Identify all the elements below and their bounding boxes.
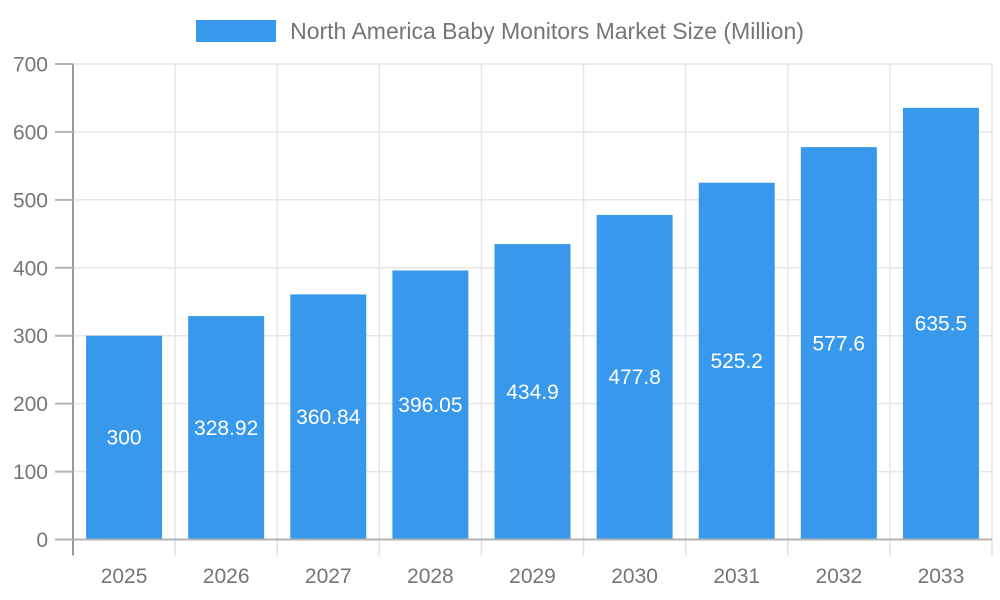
bar-value-label: 635.5 (915, 313, 968, 336)
legend-label: North America Baby Monitors Market Size … (290, 17, 804, 44)
y-axis-label: 700 (13, 54, 48, 77)
bar-2025[interactable] (86, 335, 163, 540)
bar-2027[interactable] (290, 294, 367, 540)
bar-value-label: 577.6 (813, 332, 866, 355)
x-axis-label: 2033 (918, 565, 965, 588)
bar-value-label: 300 (107, 427, 142, 450)
bar-2028[interactable] (392, 270, 469, 540)
x-axis-label: 2026 (203, 565, 250, 588)
y-axis-label: 0 (36, 529, 48, 552)
bar-2032[interactable] (800, 147, 877, 540)
bar-value-label: 396.05 (398, 394, 462, 417)
x-axis-label: 2030 (611, 565, 658, 588)
legend-item[interactable]: North America Baby Monitors Market Size … (0, 14, 1000, 48)
x-axis-label: 2028 (407, 565, 454, 588)
y-axis-label: 100 (13, 461, 48, 484)
bar-value-label: 525.2 (710, 350, 763, 373)
bar-value-label: 477.8 (608, 366, 661, 389)
bar-2026[interactable] (188, 316, 265, 540)
y-axis-label: 400 (13, 257, 48, 280)
x-axis-label: 2025 (101, 565, 148, 588)
bar-value-label: 328.92 (194, 417, 258, 440)
y-axis-label: 200 (13, 393, 48, 416)
y-axis-label: 500 (13, 189, 48, 212)
x-axis-label: 2029 (509, 565, 556, 588)
bar-2030[interactable] (596, 214, 673, 540)
legend-swatch (196, 20, 277, 42)
bar-2031[interactable] (698, 182, 775, 540)
x-axis-label: 2032 (815, 565, 862, 588)
bar-value-label: 434.9 (506, 381, 559, 404)
bar-2029[interactable] (494, 244, 571, 540)
y-axis-label: 600 (13, 121, 48, 144)
x-axis-label: 2027 (305, 565, 352, 588)
x-axis-label: 2031 (713, 565, 760, 588)
bar-value-label: 360.84 (296, 406, 361, 429)
bar-2033[interactable] (902, 107, 979, 540)
y-axis-label: 300 (13, 325, 48, 348)
